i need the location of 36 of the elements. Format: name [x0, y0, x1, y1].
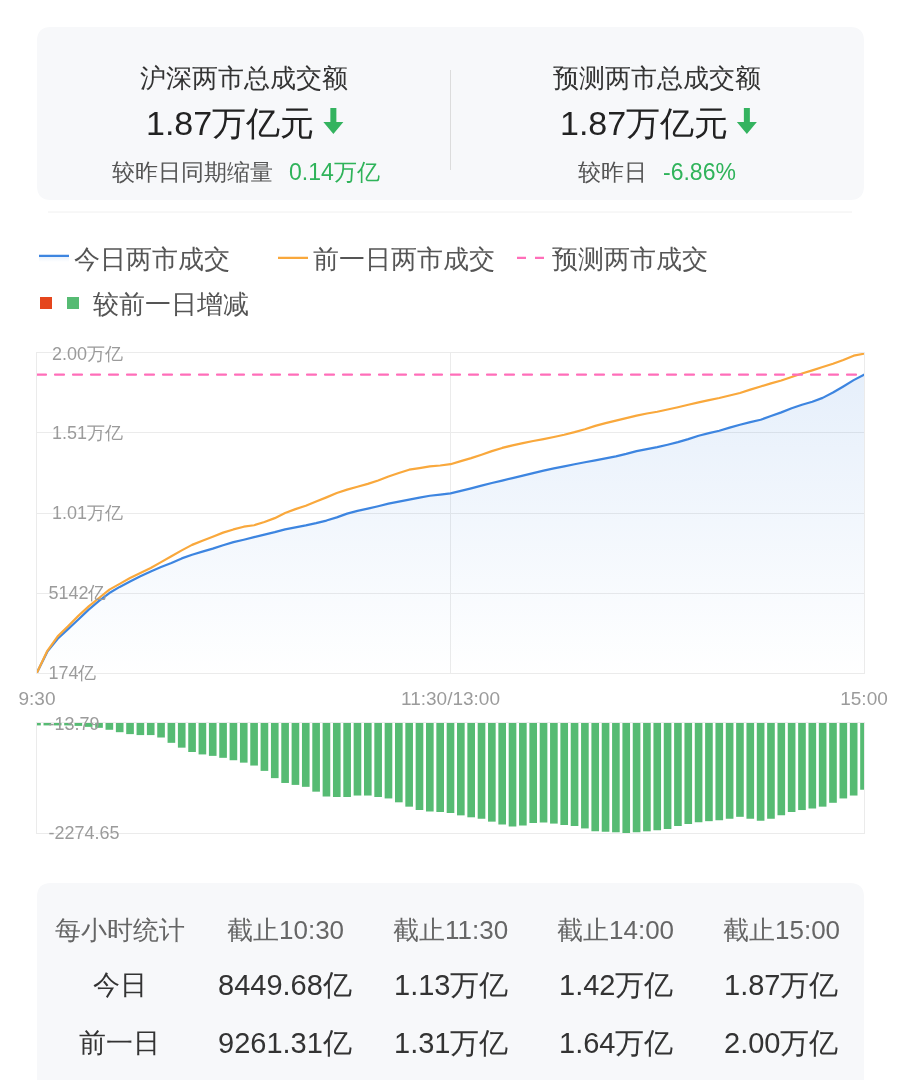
data-label: 1.31万亿	[394, 1027, 509, 1059]
x-tick-label: 11:30/13:00	[401, 687, 500, 709]
legend-label: 前一日两市成交	[313, 244, 495, 275]
category-label: 预测两市总成交额	[553, 63, 761, 93]
data-label: 1.42万亿	[559, 969, 674, 1001]
series-label: 今日	[93, 970, 147, 1000]
data-label: 1.13万亿	[394, 969, 509, 1001]
text: 1.87万亿元	[560, 104, 729, 142]
category-label: 截止11:30	[393, 915, 509, 945]
x-tick-label: 15:00	[840, 687, 888, 709]
text: 0.14万亿	[289, 159, 380, 185]
text: 较昨日	[578, 159, 647, 185]
text: 前一日	[79, 1028, 160, 1058]
data-label: 8449.68亿	[218, 969, 352, 1001]
y-tick-label: -2274.65	[48, 823, 120, 844]
data-label: 9261.31亿	[218, 1027, 352, 1059]
y-tick-label: 174亿	[48, 663, 97, 684]
text: -6.86%	[663, 159, 736, 185]
data-label: 1.64万亿	[559, 1027, 674, 1059]
legend-label: 较前一日增减	[93, 289, 249, 320]
x-tick-label: 9:30	[18, 687, 56, 709]
y-tick-label: 5142亿	[48, 583, 107, 604]
data-label: 1.87万亿	[724, 969, 839, 1001]
y2-tick-label: 1.51万亿	[52, 422, 124, 443]
legend-label: 今日两市成交	[74, 244, 230, 275]
data-label: 2.00万亿	[724, 1027, 839, 1059]
category-label: 截止15:00	[723, 915, 841, 945]
y2-tick-label: 1.01万亿	[52, 503, 124, 524]
legend-label: 预测两市成交	[552, 244, 708, 275]
y2-tick-label: 2.00万亿	[52, 344, 124, 365]
text: 较昨日同期缩量	[112, 159, 273, 185]
text: 每小时统计	[55, 915, 185, 945]
text: 1.87万亿元	[146, 104, 315, 142]
category-label: 截止10:30	[227, 915, 345, 945]
category-label: 沪深两市总成交额	[140, 63, 348, 93]
category-label: 截止14:00	[557, 915, 675, 945]
